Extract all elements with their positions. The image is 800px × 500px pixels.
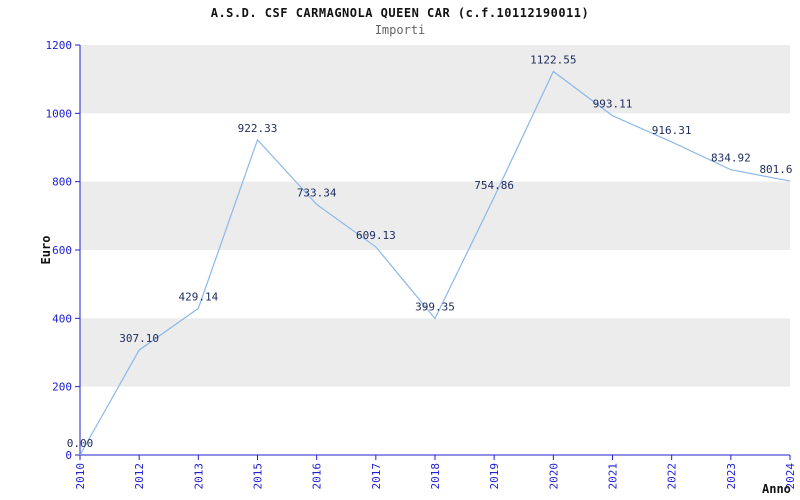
point-label: 801.6 — [759, 163, 792, 176]
chart-header: A.S.D. CSF CARMAGNOLA QUEEN CAR (c.f.101… — [0, 6, 800, 37]
y-tick-label: 200 — [52, 381, 72, 394]
x-tick-label: 2015 — [252, 463, 265, 490]
point-label: 307.10 — [119, 332, 159, 345]
plot-bands — [80, 45, 790, 387]
point-label: 922.33 — [238, 122, 278, 135]
point-label: 993.11 — [593, 98, 633, 111]
point-label: 399.35 — [415, 301, 455, 314]
y-tick-label: 0 — [65, 449, 72, 462]
y-tick-label: 1000 — [46, 107, 73, 120]
chart-title: A.S.D. CSF CARMAGNOLA QUEEN CAR (c.f.101… — [210, 6, 590, 20]
x-tick-label: 2020 — [547, 463, 560, 490]
y-tick-label: 800 — [52, 176, 72, 189]
point-label: 733.34 — [297, 186, 337, 199]
x-tick-label: 2018 — [429, 463, 442, 490]
point-label: 0.00 — [67, 437, 94, 450]
point-label: 834.92 — [711, 152, 751, 165]
series — [79, 70, 791, 456]
plot-band — [80, 181, 790, 250]
x-axis-title: Anno — [762, 482, 791, 496]
x-tick-label: 2024 — [784, 463, 797, 490]
y-tick-label: 400 — [52, 312, 72, 325]
x-tick-label: 2023 — [725, 463, 738, 490]
y-tick-label: 1200 — [46, 39, 73, 52]
plot-band — [80, 45, 790, 114]
y-axis-title: Euro — [39, 236, 53, 265]
x-tick-label: 2017 — [370, 463, 383, 490]
point-label: 609.13 — [356, 229, 396, 242]
point-label: 1122.55 — [530, 53, 576, 66]
x-tick-label: 2013 — [192, 463, 205, 490]
plot-band — [80, 318, 790, 387]
data-series-line — [79, 70, 791, 456]
point-labels: 0.00 307.10 429.14 922.33 733.34 609.13 399.35… — [67, 53, 793, 450]
point-label: 916.31 — [652, 124, 692, 137]
x-tick-label: 2019 — [488, 463, 501, 490]
point-label: 429.14 — [178, 290, 218, 303]
x-tick-label: 2021 — [607, 463, 620, 490]
x-tick-label: 2012 — [133, 463, 146, 490]
chart-subtitle: Importi — [374, 23, 426, 37]
x-tick-label: 2010 — [74, 463, 87, 490]
y-tick-label: 600 — [52, 244, 72, 257]
axes: 0 200 400 600 800 1000 1200 2010 2012 2013 2015 201… — [46, 39, 798, 490]
point-label: 754.86 — [474, 179, 514, 192]
x-tick-label: 2016 — [311, 463, 324, 490]
x-tick-label: 2022 — [666, 463, 679, 490]
